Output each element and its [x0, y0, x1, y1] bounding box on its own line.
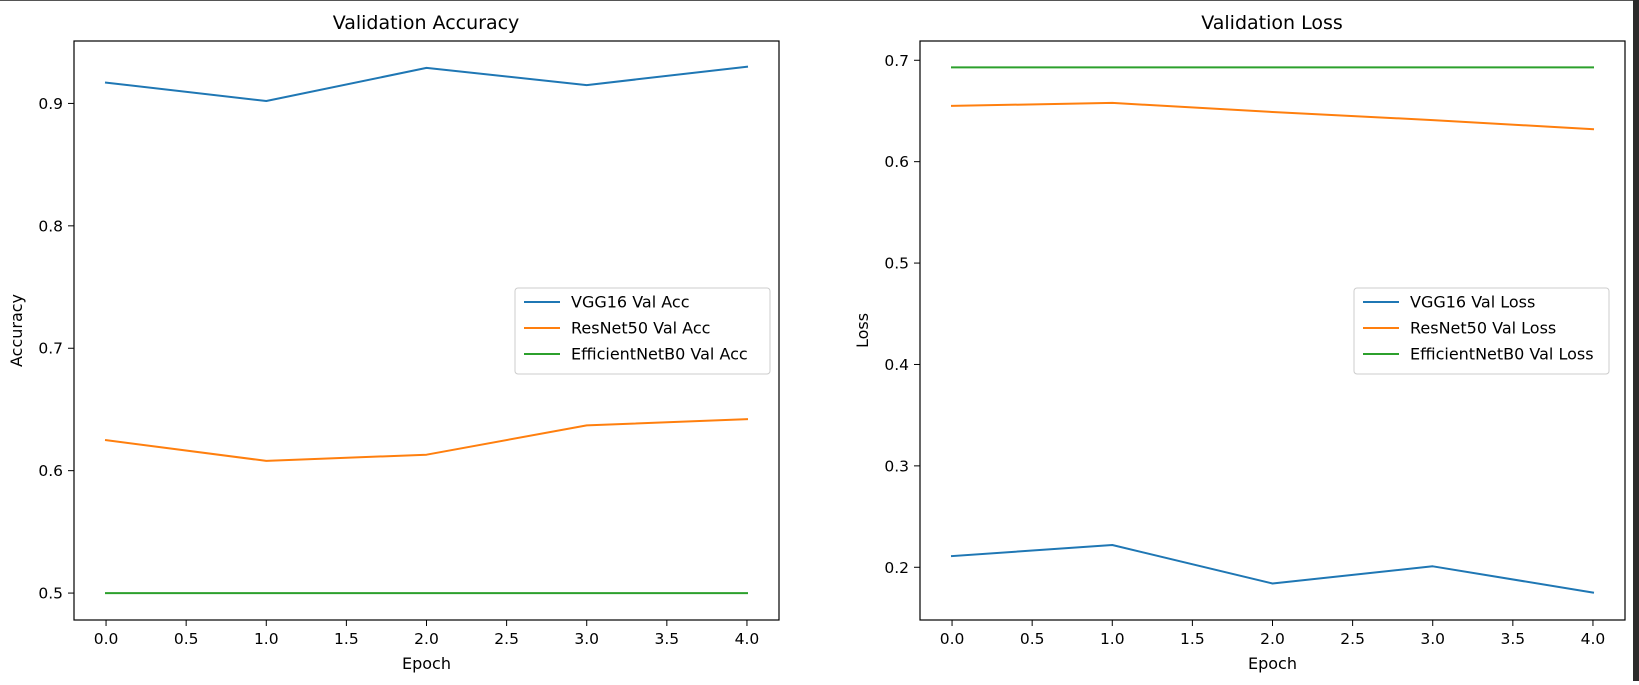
- x-tick-label: 2.0: [1260, 630, 1285, 648]
- legend: VGG16 Val Acc ResNet50 Val Acc EfficientNe…: [514, 287, 771, 375]
- y-axis-label: Accuracy: [7, 294, 26, 367]
- y-tick-label: 0.6: [884, 153, 909, 171]
- y-tick-label: 0.4: [884, 356, 909, 374]
- y-tick-label: 0.7: [38, 340, 63, 358]
- legend-label: EfficientNetB0 Val Loss: [1410, 345, 1594, 364]
- y-tick-label: 0.5: [38, 585, 63, 603]
- chart-title: Validation Accuracy: [333, 12, 520, 34]
- y-tick-label: 0.3: [884, 457, 909, 475]
- x-tick-label: 1.0: [254, 630, 279, 648]
- y-tick-label: 0.2: [884, 559, 909, 577]
- legend-box: [514, 287, 771, 375]
- legend-box: [1353, 287, 1610, 375]
- series-line-0: [950, 544, 1595, 594]
- x-tick-label: 0.0: [940, 630, 965, 648]
- x-tick-label: 0.0: [94, 630, 119, 648]
- legend-label: VGG16 Val Loss: [1410, 293, 1535, 312]
- x-tick-label: 3.0: [1420, 630, 1445, 648]
- y-tick-label: 0.9: [38, 95, 63, 113]
- series-line-1: [104, 418, 749, 462]
- x-tick-label: 2.5: [1340, 630, 1365, 648]
- plot-frame: [73, 40, 780, 621]
- y-axis-label: Loss: [853, 313, 872, 348]
- x-tick-label: 4.0: [735, 630, 760, 648]
- x-tick-label: 2.5: [494, 630, 519, 648]
- legend-label: EfficientNetB0 Val Acc: [571, 345, 748, 364]
- y-tick-label: 0.7: [884, 52, 909, 70]
- legend-label: VGG16 Val Acc: [571, 293, 689, 312]
- legend: VGG16 Val Loss ResNet50 Val Loss Efficient…: [1353, 287, 1610, 375]
- chart-title: Validation Loss: [1201, 12, 1343, 34]
- x-tick-label: 1.5: [334, 630, 359, 648]
- chart-panel-0: Validation Accuracy Accuracy Epoch 0.0 0.5 1.…: [7, 12, 780, 673]
- window-top-border: [0, 0, 1639, 1]
- x-tick-label: 3.5: [1501, 630, 1526, 648]
- window-right-edge: [1633, 0, 1639, 681]
- series-line-1: [950, 101, 1595, 131]
- x-tick-label: 1.0: [1100, 630, 1125, 648]
- x-tick-label: 1.5: [1180, 630, 1205, 648]
- x-tick-label: 2.0: [414, 630, 439, 648]
- x-tick-label: 0.5: [1020, 630, 1045, 648]
- series-line-0: [104, 65, 749, 102]
- x-tick-label: 4.0: [1581, 630, 1606, 648]
- y-tick-label: 0.5: [884, 255, 909, 273]
- legend-label: ResNet50 Val Loss: [1410, 319, 1556, 338]
- plot-frame: [919, 40, 1626, 621]
- x-axis-label: Epoch: [1248, 654, 1297, 673]
- x-tick-label: 0.5: [174, 630, 199, 648]
- x-tick-label: 3.5: [655, 630, 680, 648]
- x-axis-label: Epoch: [402, 654, 451, 673]
- y-tick-label: 0.8: [38, 217, 63, 235]
- chart-panel-1: Validation Loss Loss Epoch 0.0 0.5 1.0 1.5 2.0 2…: [853, 12, 1626, 673]
- legend-label: ResNet50 Val Acc: [571, 319, 710, 338]
- x-tick-label: 3.0: [574, 630, 599, 648]
- y-tick-label: 0.6: [38, 462, 63, 480]
